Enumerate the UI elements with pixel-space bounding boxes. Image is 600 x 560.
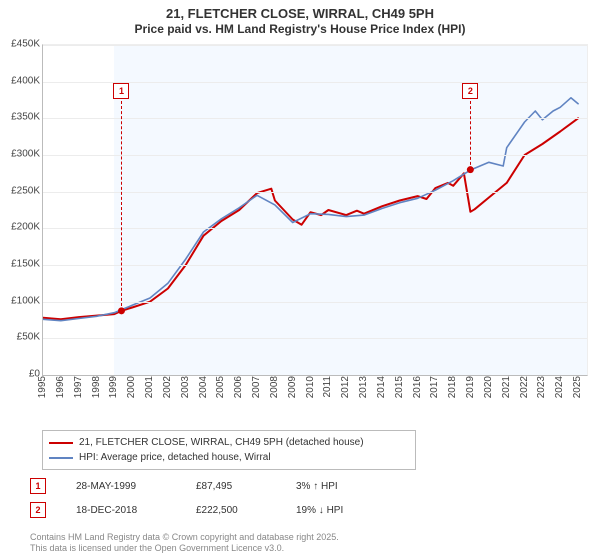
chart-title: 21, FLETCHER CLOSE, WIRRAL, CH49 5PH xyxy=(0,0,600,22)
sale-date: 28-MAY-1999 xyxy=(76,481,166,492)
marker-badge: 2 xyxy=(462,83,478,99)
sale-badge-2: 2 xyxy=(30,502,46,518)
grid-line xyxy=(43,118,587,119)
x-tick-label: 2014 xyxy=(376,376,387,398)
chart-subtitle: Price paid vs. HM Land Registry's House … xyxy=(0,22,600,36)
chart: 12 1995199619971998199920002001200220032… xyxy=(42,44,586,394)
y-tick-label: £50K xyxy=(0,332,40,343)
x-tick-label: 1998 xyxy=(91,376,102,398)
series-subject xyxy=(43,118,578,319)
x-tick-label: 2022 xyxy=(519,376,530,398)
x-tick-label: 2013 xyxy=(358,376,369,398)
legend-swatch-hpi xyxy=(49,457,73,459)
x-tick-label: 1997 xyxy=(73,376,84,398)
x-tick-label: 2000 xyxy=(126,376,137,398)
x-tick-label: 2010 xyxy=(305,376,316,398)
x-tick-label: 2018 xyxy=(447,376,458,398)
marker-line xyxy=(470,101,471,169)
x-tick-label: 2012 xyxy=(340,376,351,398)
grid-line xyxy=(43,228,587,229)
x-tick-label: 2017 xyxy=(429,376,440,398)
x-tick-label: 1996 xyxy=(55,376,66,398)
y-tick-label: £400K xyxy=(0,75,40,86)
legend-item: 21, FLETCHER CLOSE, WIRRAL, CH49 5PH (de… xyxy=(49,435,409,450)
x-tick-label: 2009 xyxy=(287,376,298,398)
x-tick-label: 2024 xyxy=(554,376,565,398)
footer-line: This data is licensed under the Open Gov… xyxy=(30,543,339,554)
footer: Contains HM Land Registry data © Crown c… xyxy=(30,532,339,555)
plot-area: 12 xyxy=(42,44,588,376)
x-tick-label: 2002 xyxy=(162,376,173,398)
x-tick-label: 2001 xyxy=(144,376,155,398)
legend-item: HPI: Average price, detached house, Wirr… xyxy=(49,450,409,465)
y-tick-label: £100K xyxy=(0,295,40,306)
sale-delta: 19% ↓ HPI xyxy=(296,505,343,516)
legend-label: 21, FLETCHER CLOSE, WIRRAL, CH49 5PH (de… xyxy=(79,435,364,450)
x-tick-label: 2007 xyxy=(251,376,262,398)
x-tick-label: 1999 xyxy=(108,376,119,398)
x-tick-label: 2016 xyxy=(412,376,423,398)
x-tick-label: 2025 xyxy=(572,376,583,398)
grid-line xyxy=(43,265,587,266)
x-tick-label: 2015 xyxy=(394,376,405,398)
x-tick-label: 2005 xyxy=(215,376,226,398)
sale-delta: 3% ↑ HPI xyxy=(296,481,338,492)
sale-date: 18-DEC-2018 xyxy=(76,505,166,516)
sale-badge-1: 1 xyxy=(30,478,46,494)
legend-swatch-subject xyxy=(49,442,73,444)
y-tick-label: £450K xyxy=(0,39,40,50)
y-tick-label: £0 xyxy=(0,369,40,380)
x-tick-label: 2011 xyxy=(322,376,333,398)
x-tick-label: 2019 xyxy=(465,376,476,398)
legend-label: HPI: Average price, detached house, Wirr… xyxy=(79,450,271,465)
y-tick-label: £250K xyxy=(0,185,40,196)
x-tick-label: 2023 xyxy=(536,376,547,398)
sale-row: 1 28-MAY-1999 £87,495 3% ↑ HPI xyxy=(30,478,338,494)
sale-price: £222,500 xyxy=(196,505,266,516)
series-hpi xyxy=(43,98,578,321)
marker-line xyxy=(121,101,122,311)
grid-line xyxy=(43,302,587,303)
legend: 21, FLETCHER CLOSE, WIRRAL, CH49 5PH (de… xyxy=(42,430,416,470)
y-tick-label: £150K xyxy=(0,259,40,270)
y-tick-label: £300K xyxy=(0,149,40,160)
x-tick-label: 2008 xyxy=(269,376,280,398)
sale-row: 2 18-DEC-2018 £222,500 19% ↓ HPI xyxy=(30,502,343,518)
x-tick-label: 2003 xyxy=(180,376,191,398)
grid-line xyxy=(43,45,587,46)
x-tick-label: 2020 xyxy=(483,376,494,398)
y-tick-label: £350K xyxy=(0,112,40,123)
footer-line: Contains HM Land Registry data © Crown c… xyxy=(30,532,339,543)
x-tick-label: 2004 xyxy=(198,376,209,398)
grid-line xyxy=(43,155,587,156)
grid-line xyxy=(43,338,587,339)
marker-badge: 1 xyxy=(113,83,129,99)
grid-line xyxy=(43,192,587,193)
y-tick-label: £200K xyxy=(0,222,40,233)
x-tick-label: 2006 xyxy=(233,376,244,398)
x-tick-label: 2021 xyxy=(501,376,512,398)
sale-price: £87,495 xyxy=(196,481,266,492)
